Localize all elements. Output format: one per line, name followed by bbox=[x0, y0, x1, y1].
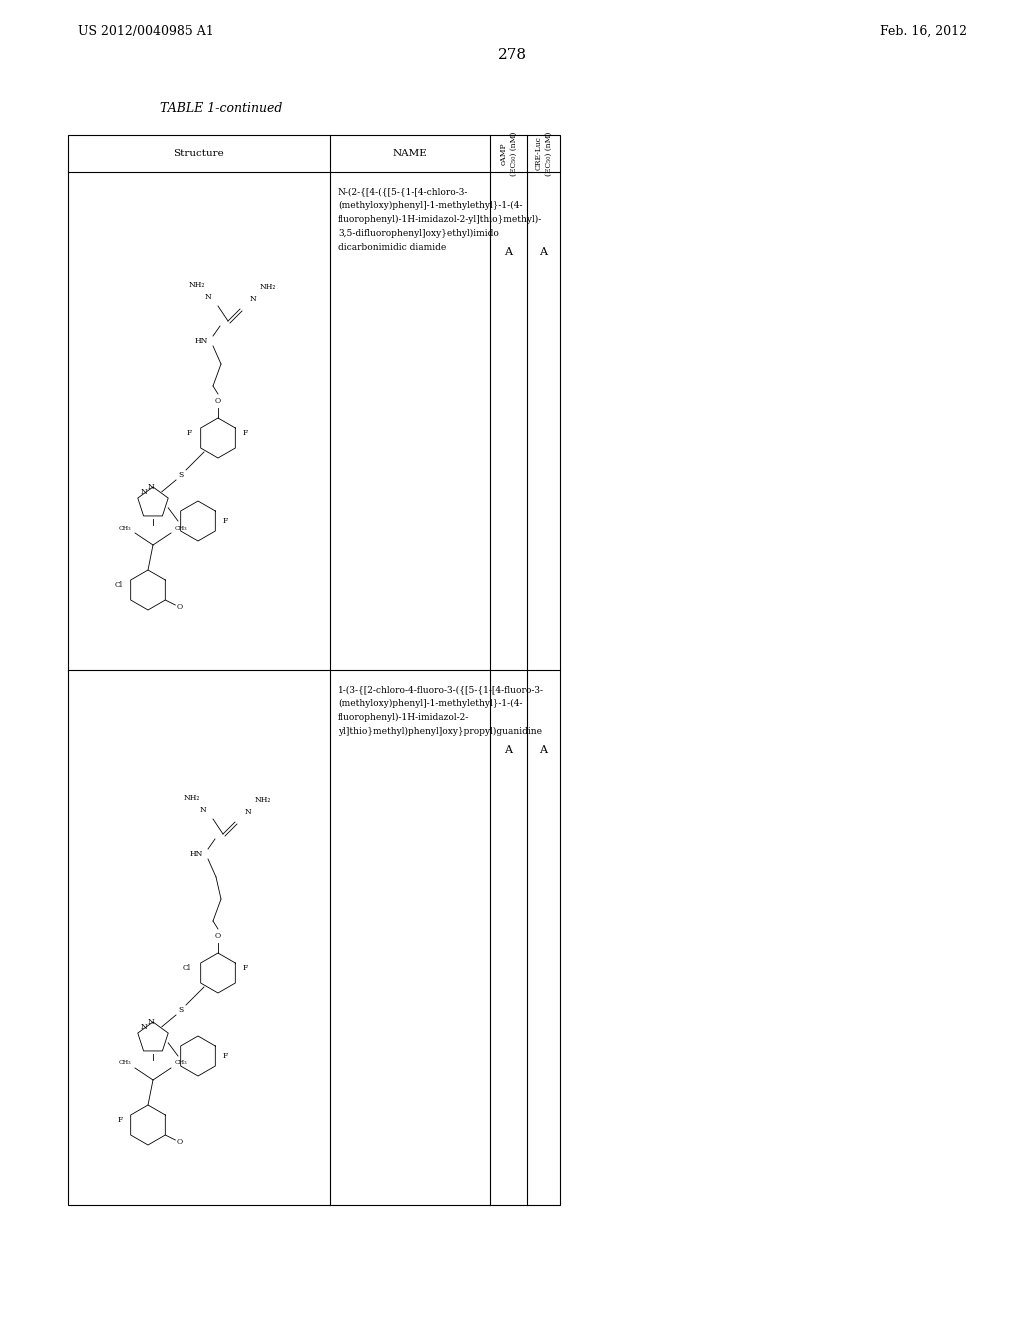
Text: fluorophenyl)-1H-imidazol-2-: fluorophenyl)-1H-imidazol-2- bbox=[338, 713, 469, 722]
Text: A: A bbox=[540, 744, 548, 755]
Text: O: O bbox=[215, 932, 221, 940]
Text: (methyloxy)phenyl]-1-methylethyl}-1-(4-: (methyloxy)phenyl]-1-methylethyl}-1-(4- bbox=[338, 700, 522, 708]
Text: fluorophenyl)-1H-imidazol-2-yl]thio}methyl)-: fluorophenyl)-1H-imidazol-2-yl]thio}meth… bbox=[338, 215, 543, 224]
Text: Structure: Structure bbox=[174, 149, 224, 158]
Text: N: N bbox=[245, 808, 252, 816]
Text: S: S bbox=[178, 471, 183, 479]
Text: O: O bbox=[176, 1138, 182, 1146]
Text: dicarbonimidic diamide: dicarbonimidic diamide bbox=[338, 243, 446, 252]
Text: NAME: NAME bbox=[392, 149, 427, 158]
Text: A: A bbox=[540, 247, 548, 257]
Text: CH₃: CH₃ bbox=[175, 1060, 187, 1065]
Text: F: F bbox=[186, 429, 193, 437]
Text: CH₃: CH₃ bbox=[175, 525, 187, 531]
Text: 3,5-difluorophenyl]oxy}ethyl)imido: 3,5-difluorophenyl]oxy}ethyl)imido bbox=[338, 228, 499, 238]
Text: CH₃: CH₃ bbox=[119, 1060, 131, 1065]
Text: Feb. 16, 2012: Feb. 16, 2012 bbox=[880, 25, 967, 38]
Text: S: S bbox=[178, 1006, 183, 1014]
Text: cAMP
(EC₅₀) (nM): cAMP (EC₅₀) (nM) bbox=[500, 131, 517, 176]
Text: Cl: Cl bbox=[115, 581, 123, 589]
Text: TABLE 1-continued: TABLE 1-continued bbox=[160, 102, 283, 115]
Text: N: N bbox=[204, 293, 211, 301]
Text: N: N bbox=[147, 1018, 154, 1026]
Text: O: O bbox=[215, 397, 221, 405]
Text: O: O bbox=[176, 603, 182, 611]
Text: US 2012/0040985 A1: US 2012/0040985 A1 bbox=[78, 25, 214, 38]
Text: yl]thio}methyl)phenyl]oxy}propyl)guanidine: yl]thio}methyl)phenyl]oxy}propyl)guanidi… bbox=[338, 727, 542, 737]
Text: F: F bbox=[243, 429, 248, 437]
Text: CH₃: CH₃ bbox=[119, 525, 131, 531]
Text: HN: HN bbox=[195, 337, 208, 345]
Text: NH₂: NH₂ bbox=[183, 795, 200, 803]
Text: NH₂: NH₂ bbox=[260, 282, 276, 290]
Text: F: F bbox=[243, 964, 248, 972]
Text: A: A bbox=[505, 744, 512, 755]
Text: N-(2-{[4-({[5-{1-[4-chloro-3-: N-(2-{[4-({[5-{1-[4-chloro-3- bbox=[338, 187, 468, 195]
Text: N: N bbox=[200, 807, 206, 814]
Text: N: N bbox=[141, 1023, 147, 1031]
Text: (methyloxy)phenyl]-1-methylethyl}-1-(4-: (methyloxy)phenyl]-1-methylethyl}-1-(4- bbox=[338, 201, 522, 210]
Text: Cl: Cl bbox=[183, 964, 191, 972]
Text: N: N bbox=[141, 488, 147, 496]
Text: 1-(3-{[2-chloro-4-fluoro-3-({[5-{1-[4-fluoro-3-: 1-(3-{[2-chloro-4-fluoro-3-({[5-{1-[4-fl… bbox=[338, 685, 544, 694]
Text: 278: 278 bbox=[498, 48, 526, 62]
Text: HN: HN bbox=[189, 850, 203, 858]
Text: A: A bbox=[505, 247, 512, 257]
Text: F: F bbox=[223, 517, 228, 525]
Text: N: N bbox=[250, 294, 257, 304]
Text: N: N bbox=[147, 483, 154, 491]
Text: F: F bbox=[118, 1115, 123, 1125]
Bar bbox=[68, 135, 560, 1205]
Text: F: F bbox=[223, 1052, 228, 1060]
Text: CRE-Luc
(EC₅₀) (nM): CRE-Luc (EC₅₀) (nM) bbox=[535, 131, 552, 176]
Text: NH₂: NH₂ bbox=[255, 796, 271, 804]
Text: NH₂: NH₂ bbox=[188, 281, 205, 289]
